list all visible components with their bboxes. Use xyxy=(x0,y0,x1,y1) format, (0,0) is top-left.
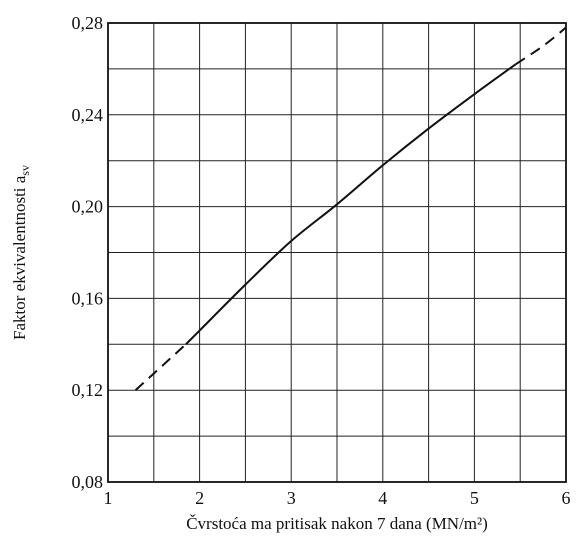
y-tick-label: 0,20 xyxy=(72,197,104,217)
grid xyxy=(108,23,566,482)
y-axis-label: Faktor ekvivalentnosti asv xyxy=(10,165,32,340)
series-layer xyxy=(134,26,567,391)
x-tick-label: 3 xyxy=(287,488,296,508)
y-tick-label: 0,12 xyxy=(72,380,104,400)
tick-labels: 1 2 3 4 5 6 0,08 0,12 0,16 0,20 0,24 0,28 xyxy=(72,13,571,508)
series-line-dashed-1 xyxy=(134,343,187,391)
x-tick-label: 5 xyxy=(470,488,479,508)
y-tick-label: 0,08 xyxy=(72,472,104,492)
y-tick-label: 0,28 xyxy=(72,13,104,33)
series-line-solid-2 xyxy=(185,63,517,346)
y-axis-label-main: Faktor ekvivalentnosti a xyxy=(10,175,29,340)
plot-frame xyxy=(107,22,567,483)
x-axis-label: Čvrstoća ma pritisak nakon 7 dana (MN/m²… xyxy=(186,514,488,533)
x-tick-label: 6 xyxy=(562,488,571,508)
y-axis-label-subscript: sv xyxy=(18,165,32,176)
y-tick-label: 0,24 xyxy=(72,105,104,125)
y-tick-label: 0,16 xyxy=(72,288,104,308)
series-line-dashed-3 xyxy=(515,26,567,66)
x-tick-label: 2 xyxy=(195,488,204,508)
x-tick-label: 1 xyxy=(104,488,113,508)
x-tick-label: 4 xyxy=(378,488,387,508)
